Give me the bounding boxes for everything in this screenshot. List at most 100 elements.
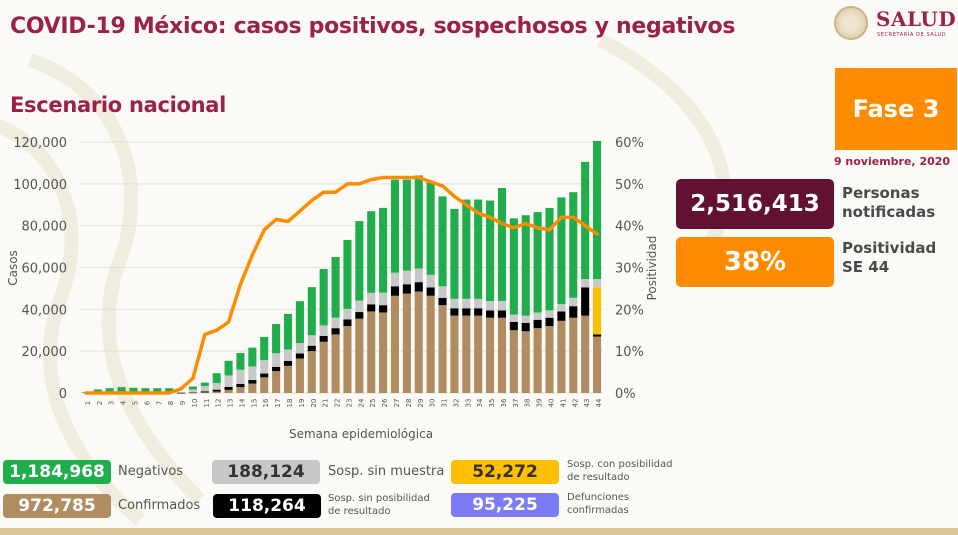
bar-segment-confirmados (307, 351, 316, 393)
bar-segment-sosp-sin-posibilidad-de-resultado (331, 328, 340, 335)
bar-segment-confirmados (260, 377, 269, 393)
bar-segment-negativos (557, 197, 566, 305)
bar-segment-sosp-sin-muestra (486, 300, 495, 311)
salud-logo: SALUD SECRETARÍA DE SALUD (834, 4, 958, 44)
bar-segment-sosp-sin-muestra (533, 312, 542, 320)
y-tick-label: 20,000 (22, 345, 68, 360)
bar-segment-confirmados (569, 317, 578, 393)
bar-segment-sosp-sin-posibilidad-de-resultado (200, 391, 209, 393)
x-tick-label: 29 (417, 399, 425, 408)
x-tick-label: 1 (84, 401, 92, 405)
bar-segment-sosp-sin-muestra (176, 392, 186, 393)
legend-negativos-value: 1,184,968 (3, 460, 111, 484)
legend-con-posibilidad-label: Sosp. con posibilidad de resultado (567, 458, 672, 484)
y2-axis-ticks: 0% 10% 20% 30% 40% 50% 60% (615, 136, 644, 402)
bar-segment-sosp-sin-posibilidad-de-resultado (343, 319, 352, 327)
bar-segment-sosp-sin-posibilidad-de-resultado (188, 392, 197, 394)
bar-segment-sosp-sin-muestra (557, 304, 566, 312)
bar-segment-negativos (402, 179, 411, 271)
page-title: COVID-19 México: casos positivos, sospec… (10, 14, 736, 39)
x-tick-label: 12 (215, 399, 223, 408)
x-tick-label: 11 (203, 399, 211, 408)
kpi-notified-label: Personas notificadas (842, 184, 935, 222)
bar-segment-confirmados (379, 312, 388, 393)
positivity-line (84, 175, 599, 395)
bar-segment-confirmados (224, 389, 233, 393)
bar-segment-confirmados (295, 358, 304, 393)
bar-segment-negativos (224, 360, 233, 376)
x-tick-label: 8 (167, 401, 175, 405)
bar-segment-negativos (414, 175, 423, 269)
bar-segment-sosp-sin-muestra (224, 375, 233, 387)
bar-segment-sosp-sin-muestra (390, 272, 400, 287)
bar-segment-sosp-con-posibilidad-de-resultado (593, 287, 602, 335)
x-tick-label: 26 (381, 398, 389, 407)
bar-segment-negativos (165, 388, 174, 393)
x-axis-ticks: 1 2 3 4 5 6 7 8 9 10 11 12 13 14 15 16 17 18 19 20 21 22 23 24 2… (84, 398, 603, 407)
y-tick-label: 120,000 (13, 136, 67, 151)
bar-segment-sosp-sin-posibilidad-de-resultado (414, 282, 423, 292)
bar-segment-negativos (509, 218, 518, 315)
legend-confirmados-label: Confirmados (118, 498, 201, 513)
x-tick-label: 43 (583, 399, 591, 408)
bar-segment-sosp-sin-posibilidad-de-resultado (236, 383, 245, 388)
bar-segment-negativos (379, 207, 388, 293)
x-tick-label: 23 (345, 399, 353, 408)
bar-segment-negativos (486, 200, 495, 301)
bar-segment-negativos (474, 199, 483, 299)
legend-con-posibilidad-line1: Sosp. con posibilidad (567, 459, 673, 470)
bar-segment-confirmados (367, 311, 376, 393)
logo-subtitle: SECRETARÍA DE SALUD (877, 32, 947, 38)
bar-segment-sosp-sin-muestra (260, 359, 269, 374)
legend-defunciones-label: Defunciones confirmadas (567, 491, 629, 517)
x-tick-label: 44 (595, 398, 603, 407)
bar-segment-negativos (569, 192, 578, 298)
x-tick-label: 16 (262, 398, 270, 407)
bar-segment-sosp-sin-posibilidad-de-resultado (486, 310, 495, 318)
bar-segment-negativos (105, 388, 114, 393)
bar-segment-negativos (355, 221, 364, 301)
x-tick-label: 42 (571, 399, 579, 408)
bar-segment-negativos (295, 301, 304, 344)
bar-segment-negativos (176, 391, 186, 393)
bar-segment-confirmados (355, 318, 364, 393)
x-tick-label: 18 (286, 399, 294, 408)
bar-segment-negativos (93, 389, 102, 393)
bar-segment-sosp-sin-muestra (414, 268, 423, 283)
bar-segment-negativos (450, 208, 459, 299)
bar-segment-sosp-sin-muestra (331, 317, 340, 329)
bar-segment-negativos (390, 179, 400, 273)
bar-segment-negativos (426, 181, 435, 275)
phase-badge: Fase 3 (835, 68, 957, 150)
chart-subtitle: Escenario nacional (10, 93, 227, 117)
bar-segment-confirmados (402, 293, 411, 393)
bar-segment-sosp-sin-posibilidad-de-resultado (248, 380, 257, 384)
y2-tick-label: 40% (615, 220, 644, 235)
x-tick-label: 7 (155, 401, 163, 405)
bar-segment-sosp-sin-posibilidad-de-resultado (379, 305, 388, 313)
y2-tick-label: 20% (615, 303, 644, 318)
x-tick-label: 20 (310, 399, 318, 408)
x-tick-label: 40 (548, 399, 556, 408)
bar-segment-sosp-sin-muestra (379, 292, 388, 306)
bar-segment-confirmados (390, 295, 400, 393)
x-tick-label: 22 (334, 399, 342, 408)
legend-sin-posibilidad-label: Sosp. sin posibilidad de resultado (328, 492, 430, 518)
bar-segment-confirmados (450, 315, 459, 393)
x-tick-label: 9 (179, 401, 187, 405)
bar-segment-sosp-sin-muestra (462, 298, 471, 309)
bar-segment-confirmados (438, 305, 447, 393)
bar-segment-negativos (188, 386, 197, 390)
bar-segment-confirmados (188, 392, 197, 394)
x-tick-label: 14 (238, 398, 246, 407)
x-tick-label: 36 (500, 398, 508, 407)
bar-segment-negativos (462, 199, 471, 299)
legend-con-posibilidad-line2: de resultado (567, 472, 630, 483)
bar-segment-sosp-sin-muestra (343, 308, 352, 320)
bar-segment-sosp-sin-posibilidad-de-resultado (307, 345, 316, 352)
bar-segment-sosp-sin-posibilidad-de-resultado (593, 334, 602, 337)
x-tick-label: 15 (250, 399, 258, 408)
bar-segment-sosp-sin-posibilidad-de-resultado (260, 373, 269, 378)
bar-segment-negativos (497, 188, 507, 301)
bar-segment-sosp-sin-posibilidad-de-resultado (474, 308, 483, 316)
